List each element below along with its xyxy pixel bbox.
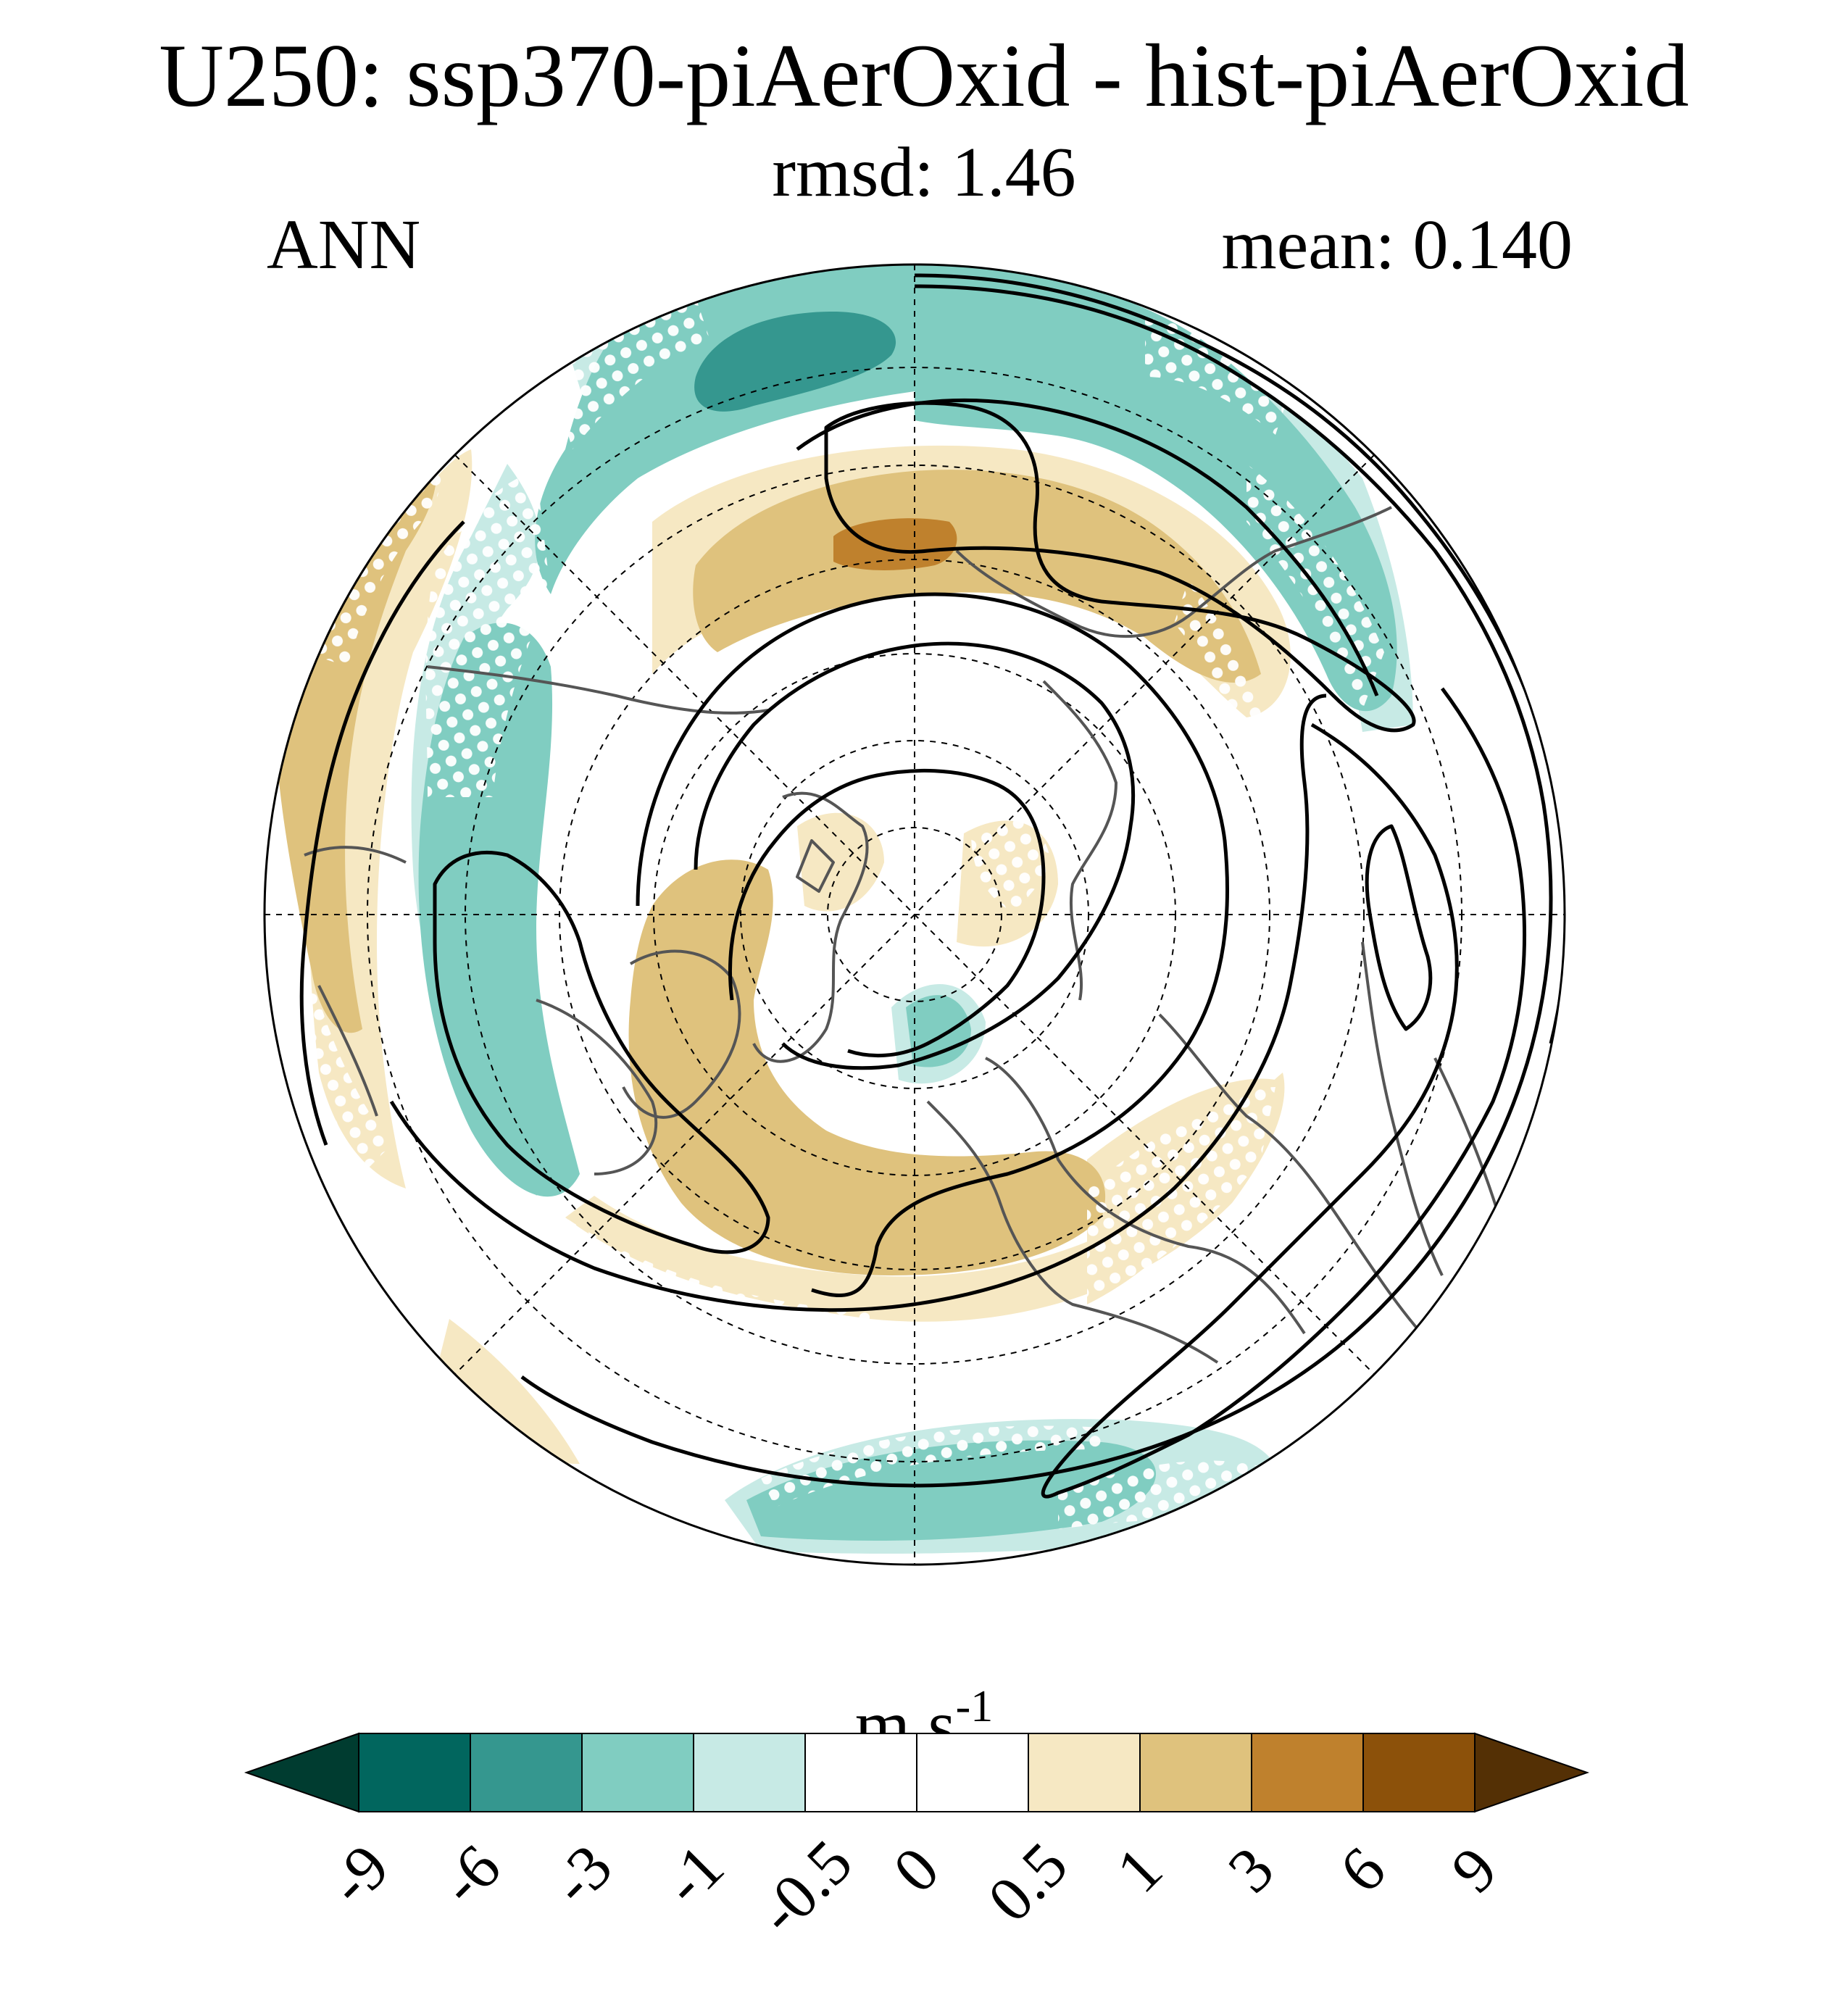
colorbar-box [1028,1733,1141,1812]
colorbar-low-extension [244,1732,359,1813]
colorbar-tick-label: 6 [1326,1833,1399,1907]
colorbar-tick-label: -1 [649,1831,738,1920]
colorbar-high-extension [1474,1732,1590,1813]
colorbar-box [1362,1733,1476,1812]
season-label: ANN [267,206,421,284]
colorbar-tick-label: -9 [315,1831,403,1920]
colorbar [244,1732,1590,1813]
colorbar-box [581,1733,694,1812]
shading-dark-teal [694,312,896,412]
wind-contours [299,273,1565,1499]
coastlines [304,506,1509,1364]
colorbar-box [804,1733,917,1812]
colorbar-box [1251,1733,1364,1812]
mean-label: mean: 0.140 [1221,206,1573,284]
colorbar-tick-label: 0.5 [975,1828,1081,1936]
colorbar-tick-label: 9 [1438,1833,1511,1907]
colorbar-tick-label: 3 [1215,1833,1288,1907]
colorbar-box [358,1733,471,1812]
shading-dark-tan [833,518,957,570]
polar-map [263,263,1566,1566]
colorbar-tick-label: 0 [880,1833,953,1907]
rmsd-label: rmsd: 1.46 [772,133,1076,212]
units-exponent: -1 [955,1682,994,1731]
map-field [265,265,1565,1565]
colorbar-tick-label: -3 [538,1831,626,1920]
colorbar-tick-label: -0.5 [744,1826,866,1948]
plot-title: U250: ssp370-piAerOxid - hist-piAerOxid [159,26,1689,125]
map-boundary [263,263,1566,1566]
colorbar-box [693,1733,806,1812]
graticule [265,265,1565,1565]
colorbar-tick-label: -6 [426,1831,515,1920]
colorbar-box [916,1733,1029,1812]
colorbar-box [470,1733,583,1812]
colorbar-box [1139,1733,1252,1812]
colorbar-tick-label: 1 [1103,1833,1176,1907]
